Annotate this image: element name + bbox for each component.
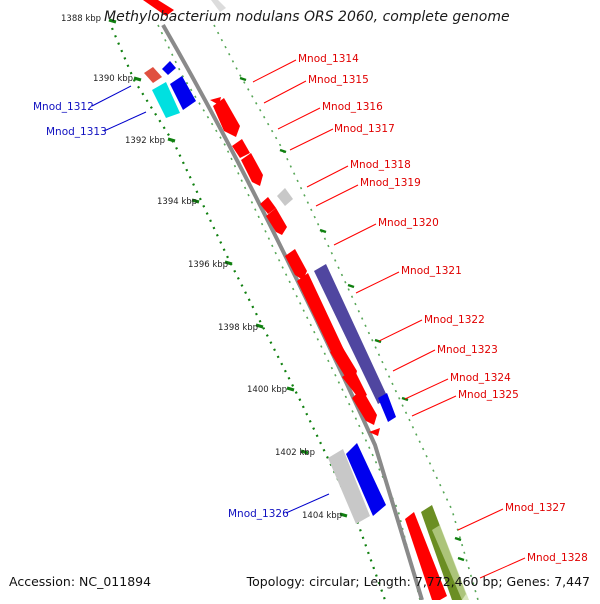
gene-label: Mnod_1318 (350, 159, 411, 171)
gene-label: Mnod_1319 (360, 177, 421, 189)
gene-red-1325 (352, 389, 377, 425)
leader-line (355, 271, 400, 294)
tick-label: 1390 kbp (93, 74, 133, 84)
tick-mark (374, 338, 382, 344)
gene-grey-mnod1326-a (328, 449, 370, 524)
tick-label: 1398 kbp (218, 323, 258, 333)
leader-line (263, 80, 307, 104)
leader-line (457, 508, 504, 531)
tick-mark (279, 148, 287, 154)
tick-label: 1396 kbp (188, 260, 228, 270)
leader-line (411, 395, 457, 417)
forward-genes (210, 97, 469, 600)
gene-label: Mnod_1323 (437, 344, 498, 356)
reverse-genes (144, 61, 386, 524)
gene-label: Mnod_1313 (46, 126, 107, 138)
gene-label: Mnod_1315 (308, 74, 369, 86)
tick-label: 1404 kbp (302, 511, 342, 521)
tick-label: 1402 kbp (275, 448, 315, 458)
leader-line (277, 107, 321, 130)
gene-label: Mnod_1322 (424, 314, 485, 326)
gene-purple-1321 (314, 264, 388, 404)
gene-blue-mnod1312 (170, 76, 196, 110)
leader-line (315, 184, 359, 207)
gene-small-red (144, 67, 162, 83)
gene-blue-1324 (378, 393, 396, 422)
gene-grey-1319 (277, 188, 293, 206)
inner-right-guide (213, 24, 479, 601)
tick-label: 1400 kbp (247, 385, 287, 395)
tick-mark (224, 260, 233, 266)
tick-mark (239, 76, 247, 82)
gene-label: Mnod_1328 (527, 552, 588, 564)
tick-marks (108, 18, 348, 518)
genome-backbone (161, 23, 424, 601)
gene-label: Mnod_1317 (334, 123, 395, 135)
leader-line (378, 319, 423, 342)
gene-label: Mnod_1320 (378, 217, 439, 229)
leader-line (252, 59, 297, 83)
top-partial-genes (143, 0, 226, 16)
gene-light-olive (432, 525, 469, 600)
tick-mark (108, 18, 117, 24)
leader-line (289, 128, 334, 151)
forward-leaders (252, 59, 526, 579)
gene-red-1320 (266, 208, 287, 235)
leader-line (392, 349, 436, 372)
tick-mark (191, 198, 200, 204)
leader-line (285, 493, 330, 514)
gene-label: Mnod_1321 (401, 265, 462, 277)
tick-label: 1392 kbp (125, 136, 165, 146)
tick-mark (286, 386, 295, 392)
gene-partial-grey (211, 0, 226, 12)
tick-marks-right (239, 76, 465, 562)
gene-label: Mnod_1312 (33, 101, 94, 113)
gene-cyan-mnod1313 (152, 82, 180, 118)
gene-red-1318 (241, 153, 263, 186)
tick-mark (339, 512, 348, 518)
tick-mark (167, 137, 176, 143)
gene-tiny-red-1326 (369, 428, 380, 436)
tick-label: 1388 kbp (61, 14, 101, 24)
gene-label: Mnod_1324 (450, 372, 511, 384)
gene-label: Mnod_1314 (298, 53, 359, 65)
gene-label: Mnod_1325 (458, 389, 519, 401)
gene-label: Mnod_1316 (322, 101, 383, 113)
gene-partial-red (143, 0, 174, 16)
gene-label: Mnod_1327 (505, 502, 566, 514)
tick-label: 1394 kbp (157, 197, 197, 207)
reverse-leaders (91, 85, 330, 514)
leader-line (333, 223, 377, 246)
tick-mark (300, 449, 309, 455)
tick-mark (319, 228, 327, 234)
tick-mark (255, 323, 264, 329)
gene-labels-forward: Mnod_1314 Mnod_1315 Mnod_1316 Mnod_1317 … (298, 53, 588, 564)
summary-text: Topology: circular; Length: 7,772,460 bp… (246, 574, 590, 589)
gene-red-1316 (213, 98, 240, 137)
tick-mark (454, 536, 462, 542)
leader-line (404, 378, 449, 400)
gene-red-1327 (405, 512, 447, 600)
leader-line (306, 165, 349, 188)
gene-blue-mnod1326 (346, 443, 386, 516)
tick-mark (457, 556, 465, 562)
tick-mark (133, 76, 142, 82)
leader-line (479, 557, 526, 579)
accession-text: Accession: NC_011894 (9, 574, 152, 589)
gene-small-blue-arrow (162, 61, 176, 75)
kbp-labels: 1388 kbp 1390 kbp 1392 kbp 1394 kbp 1396… (61, 14, 342, 521)
gene-label: Mnod_1326 (228, 508, 289, 520)
map-title: Methylobacterium nodulans ORS 2060, comp… (104, 9, 510, 25)
gene-labels-reverse: Mnod_1312 Mnod_1313 Mnod_1326 (33, 101, 289, 520)
leader-line (103, 111, 147, 132)
gene-red-1322 (297, 273, 345, 358)
leader-line (91, 85, 132, 107)
tick-mark (347, 283, 355, 289)
gene-red-1319 (260, 197, 276, 214)
gene-red-1317 (232, 139, 250, 158)
gene-red-1321a (285, 249, 307, 280)
